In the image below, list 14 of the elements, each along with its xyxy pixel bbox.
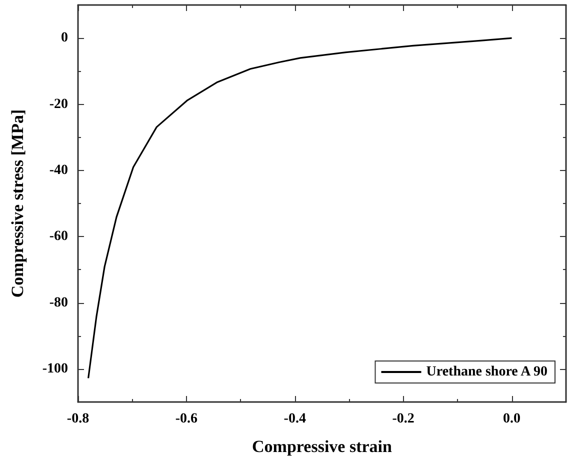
legend-label: Urethane shore A 90: [426, 364, 548, 380]
x-tick-label: -0.4: [284, 412, 306, 426]
x-axis-title: Compressive strain: [252, 437, 393, 456]
x-tick-label: -0.8: [66, 412, 90, 426]
y-tick-label: -40: [49, 162, 68, 178]
y-tick-label: -80: [49, 295, 68, 310]
x-tick-label: 0.0: [503, 412, 521, 426]
y-tick-label: 0: [61, 30, 68, 46]
y-tick-label: -60: [49, 229, 68, 244]
y-tick-label: -20: [49, 96, 68, 112]
x-tick-label: -0.2: [392, 412, 414, 426]
y-tick-label: -100: [42, 361, 68, 376]
x-tick-label: -0.6: [175, 412, 198, 426]
y-axis-title: Compressive stress [MPa]: [8, 109, 27, 298]
